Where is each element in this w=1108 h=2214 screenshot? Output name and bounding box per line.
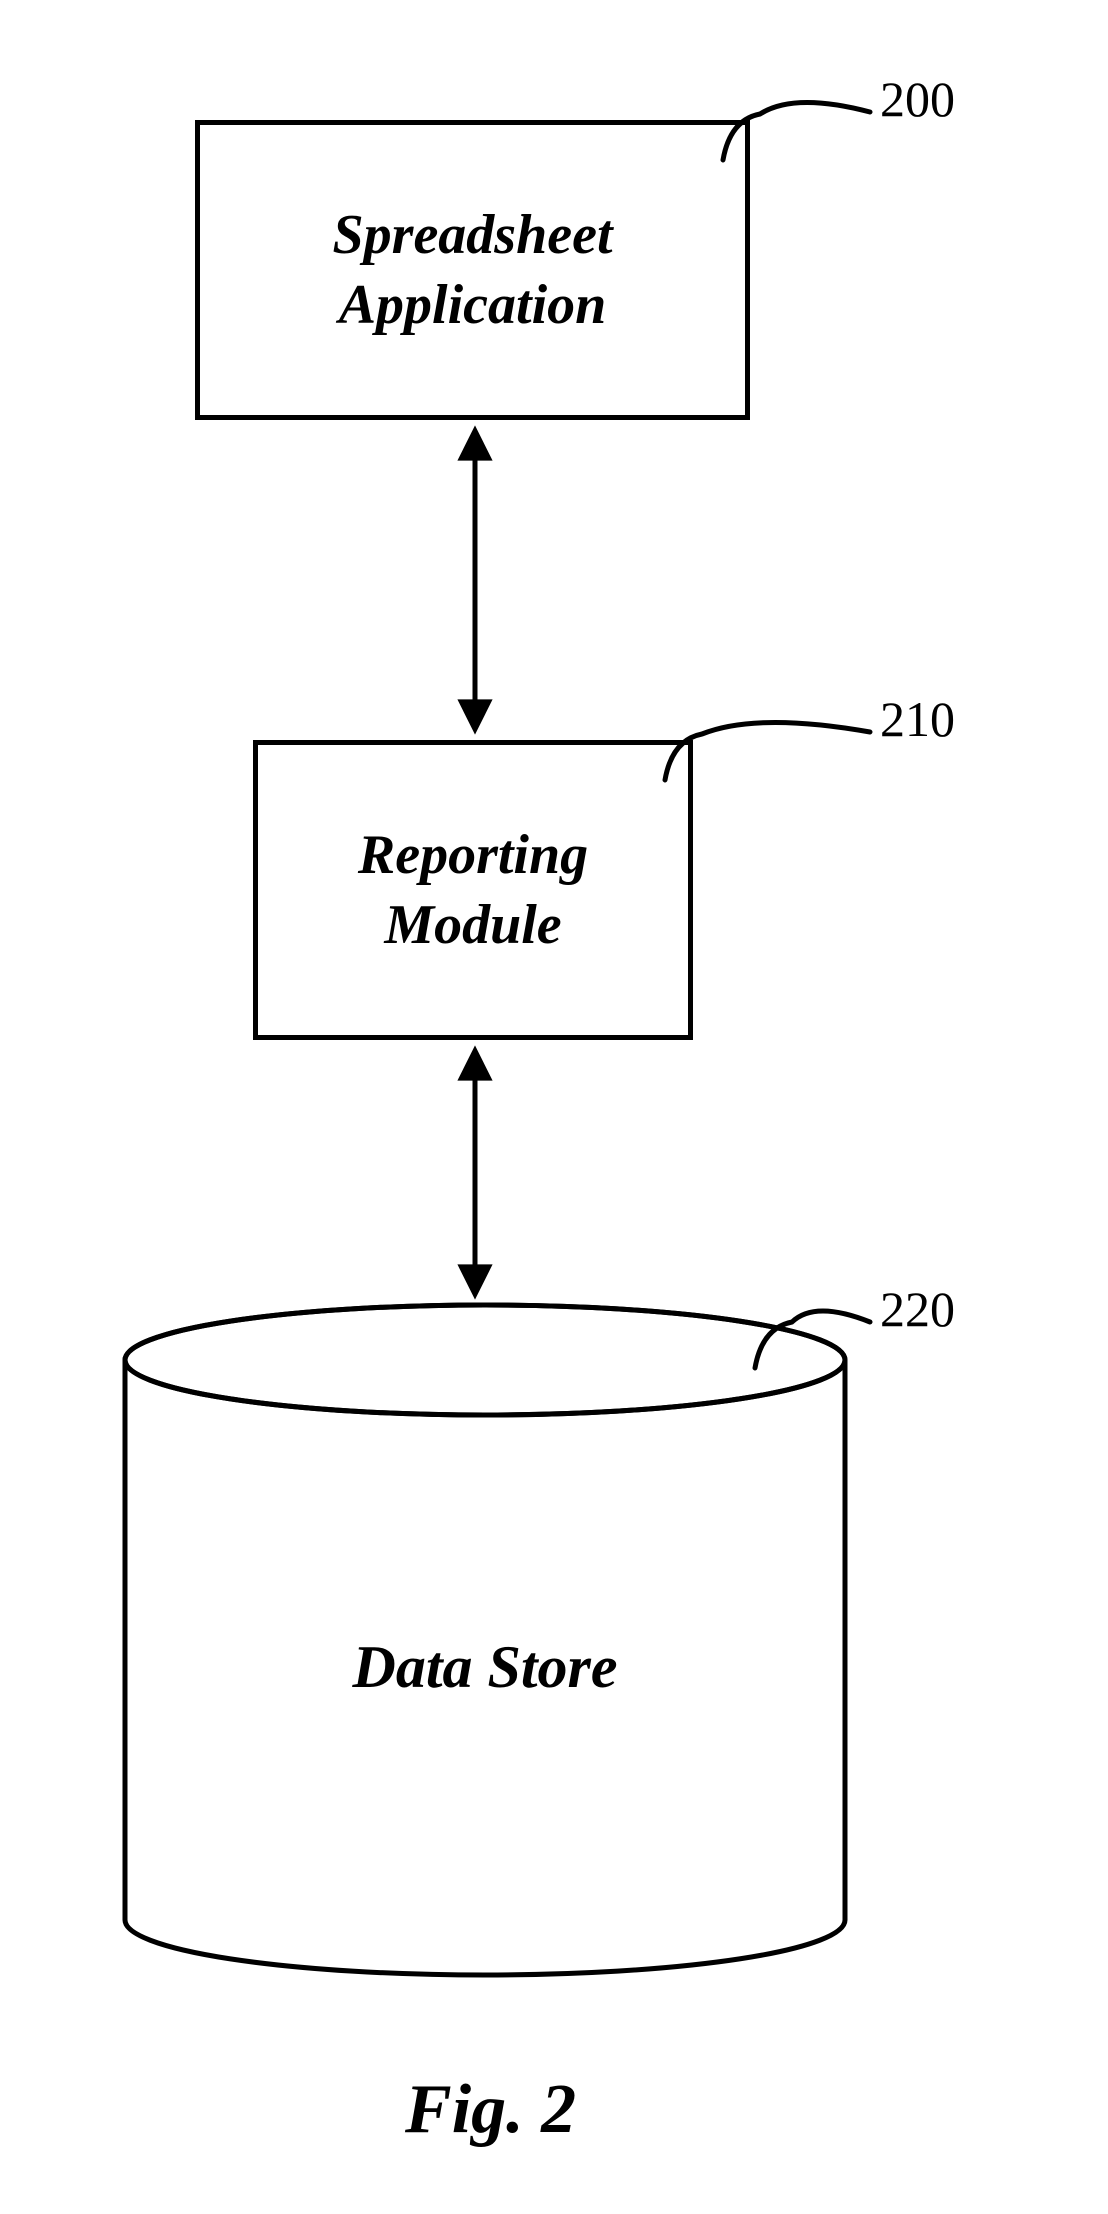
ref-reporting: 210 bbox=[880, 690, 955, 748]
reporting-box: ReportingModule bbox=[253, 740, 693, 1040]
spreadsheet-box: SpreadsheetApplication bbox=[195, 120, 750, 420]
datastore-label: Data Store bbox=[125, 1415, 845, 1920]
reporting-label: ReportingModule bbox=[358, 820, 588, 960]
ref-spreadsheet: 200 bbox=[880, 70, 955, 128]
spreadsheet-label: SpreadsheetApplication bbox=[333, 200, 613, 340]
figure-caption: Fig. 2 bbox=[405, 2070, 576, 2150]
ref-datastore: 220 bbox=[880, 1280, 955, 1338]
diagram-canvas: SpreadsheetApplication 200 ReportingModule… bbox=[0, 0, 1108, 2214]
